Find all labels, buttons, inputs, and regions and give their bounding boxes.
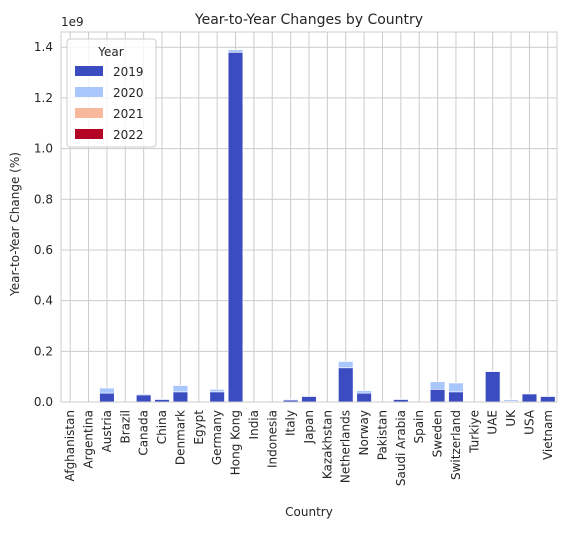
x-tick-label: Norway [357, 410, 371, 456]
bar-2020-usa [521, 393, 538, 395]
x-tick-label: Sweden [431, 410, 445, 457]
x-axis-ticks: Afghanistan Argentina Austria Brazil Canada C… [63, 409, 555, 486]
x-tick-label: UAE [486, 410, 500, 435]
legend-label-2022: 2022 [113, 128, 144, 142]
x-tick-label: USA [522, 409, 536, 435]
bar-2019-vietnam [540, 396, 556, 403]
legend-swatch-2022 [75, 129, 103, 139]
y-tick-label: 1.0 [34, 142, 53, 156]
x-tick-label: Austria [100, 410, 114, 452]
y-tick-label: 0.0 [34, 395, 53, 409]
x-tick-label: Turkiye [467, 410, 481, 454]
bar-2020-uae [485, 370, 501, 372]
y-tick-label: 0.2 [34, 344, 53, 358]
bar-2020-saudi-arabia [393, 398, 409, 400]
x-tick-label: Germany [210, 410, 224, 465]
legend-swatch-2020 [75, 87, 103, 97]
legend-label-2021: 2021 [113, 107, 144, 121]
x-tick-label: China [155, 410, 169, 444]
y-tick-label: 0.8 [34, 192, 53, 206]
x-tick-label: Kazakhstan [320, 410, 334, 479]
x-tick-label: Hong Kong [229, 410, 243, 475]
x-tick-label: Vietnam [541, 410, 555, 460]
chart-title: Year-to-Year Changes by Country [194, 12, 423, 28]
y-axis-multiplier: 1e9 [61, 15, 84, 29]
bar-2019-hong-kong [227, 51, 244, 403]
y-tick-label: 1.2 [34, 91, 53, 105]
bar-2020-austria [99, 387, 115, 394]
x-tick-label: Pakistan [375, 410, 389, 460]
bar-2020-japan [301, 395, 317, 397]
y-tick-label: 0.6 [34, 243, 53, 257]
bar-2020-uk [503, 399, 519, 402]
bar-2019-japan [301, 396, 317, 403]
plot-frame [60, 31, 558, 403]
bar-2019-austria [99, 392, 115, 403]
y-axis-ticks: 0.0 0.2 0.4 0.6 0.8 1.0 1.2 1.4 [34, 40, 53, 409]
x-tick-label: Indonesia [265, 410, 279, 468]
x-tick-label: Egypt [192, 410, 206, 445]
x-tick-label: Spain [412, 410, 426, 444]
x-tick-label: UK [504, 409, 518, 427]
bar-2019-denmark [172, 391, 189, 403]
y-tick-label: 0.4 [34, 294, 53, 308]
x-tick-label: Canada [137, 410, 151, 456]
y-axis-label: Year-to-Year Change (%) [8, 152, 22, 297]
x-tick-label: Switzerland [449, 410, 463, 480]
bar-2019-canada [136, 394, 152, 403]
x-tick-label: Argentina [82, 410, 96, 469]
bar-2019-usa [521, 393, 538, 403]
x-tick-label: India [247, 410, 261, 439]
bar-2020-norway [356, 390, 372, 394]
grid-lines [61, 32, 557, 403]
bar-2019-netherlands [338, 367, 354, 403]
bar-2020-germany [209, 389, 225, 393]
legend: Year 2019 2020 2021 2022 [66, 38, 157, 148]
legend-label-2019: 2019 [113, 65, 144, 79]
bar-2019-norway [356, 392, 372, 403]
x-tick-label: Netherlands [339, 410, 353, 483]
bar-2020-sweden [429, 381, 446, 390]
legend-title: Year [97, 45, 123, 59]
bar-2019-germany [209, 391, 225, 403]
series-2020 [99, 49, 556, 402]
bar-2020-canada [136, 393, 152, 396]
legend-swatch-2021 [75, 108, 103, 118]
legend-label-2020: 2020 [113, 86, 144, 100]
bar-2020-netherlands [338, 361, 354, 369]
x-tick-label: Denmark [173, 410, 187, 465]
legend-swatch-2019 [75, 66, 103, 76]
bar-2020-vietnam [540, 395, 556, 397]
x-tick-label: Afghanistan [63, 410, 77, 481]
x-tick-label: Saudi Arabia [394, 410, 408, 486]
bar-2019-switzerland [448, 391, 464, 403]
axes-spines [60, 31, 558, 403]
bar-2020-switzerland [448, 382, 464, 393]
x-axis-label: Country [285, 505, 333, 519]
bar-2019-uae [485, 371, 501, 403]
x-tick-label: Japan [302, 410, 316, 444]
bar-2019-sweden [429, 389, 446, 403]
bar-2020-china [154, 398, 170, 400]
bar-2020-italy [282, 398, 299, 401]
bar-2020-denmark [172, 385, 189, 393]
bar-2020-hong-kong [227, 49, 244, 53]
y-tick-label: 1.4 [34, 40, 53, 54]
x-tick-label: Brazil [118, 410, 132, 444]
x-tick-label: Italy [284, 410, 298, 436]
